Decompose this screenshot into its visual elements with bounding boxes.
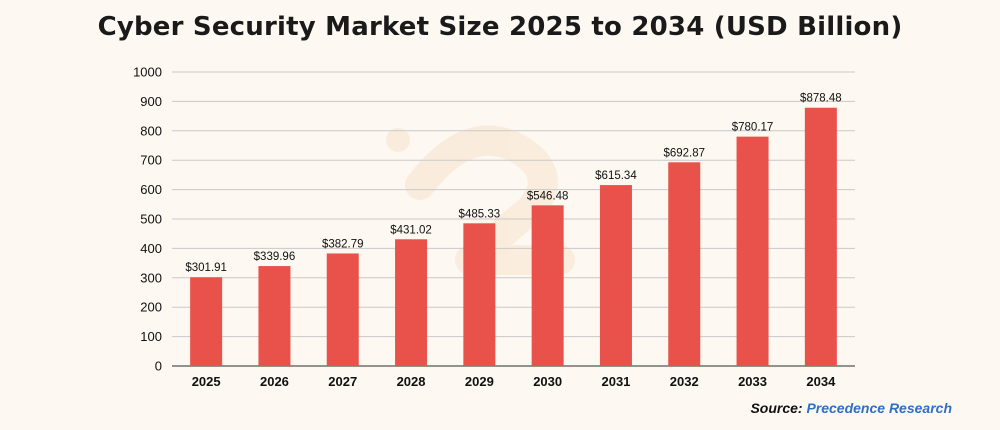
x-tick-label-2025: 2025	[192, 374, 221, 389]
data-label-2031: $615.34	[595, 170, 637, 182]
data-label-2033: $780.17	[732, 122, 774, 134]
data-label-2027: $382.79	[322, 238, 364, 250]
y-tick-label: 800	[140, 123, 162, 138]
data-label-2025: $301.91	[185, 262, 227, 274]
y-tick-label: 300	[140, 270, 162, 285]
x-tick-label-2033: 2033	[738, 374, 767, 389]
bar-2032	[668, 162, 701, 366]
bar-2034	[804, 107, 837, 367]
bar-2033	[736, 136, 769, 366]
source-note: Source: Precedence Research	[750, 400, 952, 416]
data-label-2034: $878.48	[800, 93, 842, 105]
y-tick-label: 1000	[133, 65, 162, 80]
x-tick-label-2029: 2029	[465, 374, 494, 389]
bar-2029	[463, 223, 496, 366]
x-tick-label-2030: 2030	[533, 374, 562, 389]
data-label-2026: $339.96	[254, 251, 296, 263]
y-tick-label: 700	[140, 153, 162, 168]
source-label: Source:	[750, 400, 803, 416]
y-tick-label: 600	[140, 182, 162, 197]
data-label-2028: $431.02	[390, 224, 432, 236]
watermark-logo	[386, 125, 575, 275]
y-tick-label: 0	[155, 359, 162, 374]
data-label-2029: $485.33	[459, 208, 501, 220]
chart-title: Cyber Security Market Size 2025 to 2034 …	[97, 12, 903, 42]
x-tick-label-2034: 2034	[806, 374, 836, 389]
bar-2030	[531, 205, 564, 366]
y-tick-label: 100	[140, 329, 162, 344]
x-tick-label-2032: 2032	[670, 374, 699, 389]
x-tick-label-2027: 2027	[328, 374, 357, 389]
x-tick-label-2031: 2031	[601, 374, 630, 389]
x-tick-label-2028: 2028	[397, 374, 426, 389]
y-tick-label: 500	[140, 212, 162, 227]
bar-2028	[395, 239, 428, 366]
source-name[interactable]: Precedence Research	[806, 400, 952, 416]
bar-2031	[599, 185, 632, 366]
data-label-2030: $546.48	[527, 190, 569, 202]
bars	[190, 107, 837, 367]
y-tick-label: 400	[140, 241, 162, 256]
y-tick-label: 900	[140, 94, 162, 109]
labels: 0 100 200 300 400 500 600 700 800 900 1000 $301.91 2…	[133, 65, 842, 390]
bar-2026	[258, 266, 291, 366]
y-tick-label: 200	[140, 300, 162, 315]
x-tick-label-2026: 2026	[260, 374, 289, 389]
data-label-2032: $692.87	[663, 147, 705, 159]
bar-2025	[190, 277, 223, 366]
bar-2027	[326, 253, 359, 366]
